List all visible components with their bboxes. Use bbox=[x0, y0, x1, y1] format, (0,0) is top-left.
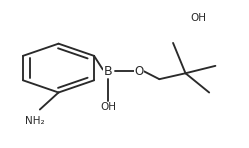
Text: NH₂: NH₂ bbox=[25, 116, 45, 126]
Text: OH: OH bbox=[100, 102, 116, 112]
Text: OH: OH bbox=[190, 13, 206, 23]
Text: O: O bbox=[134, 65, 144, 78]
Text: B: B bbox=[104, 65, 113, 78]
